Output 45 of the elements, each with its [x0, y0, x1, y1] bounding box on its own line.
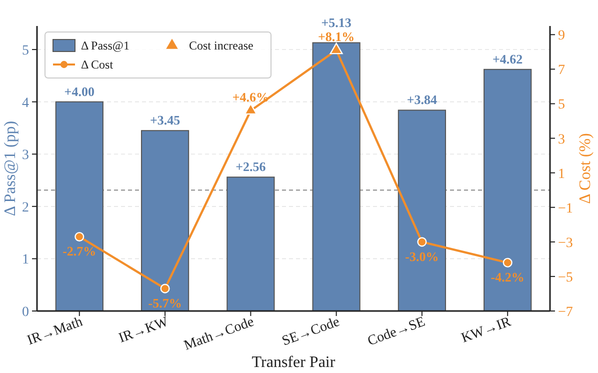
legend-label: Cost increase: [189, 38, 254, 52]
y2-axis-title: Δ Cost (%): [577, 133, 594, 204]
point: [74, 232, 84, 242]
y2-tick-label: −1: [558, 201, 573, 216]
data-label: +5.13: [321, 15, 352, 30]
y-tick-label: 0: [22, 305, 29, 320]
bar: [484, 68, 532, 312]
y-tick-label: 2: [22, 200, 29, 216]
bar: [312, 42, 360, 312]
bar: [140, 130, 190, 312]
y-tick-label: 1: [22, 252, 29, 268]
point: [160, 284, 170, 294]
y-tick-label: 5: [22, 44, 29, 59]
y2-tick-label: 9: [558, 28, 565, 44]
point: [502, 258, 512, 268]
data-label: +3.45: [150, 112, 181, 128]
point: [417, 237, 427, 247]
y2-tick-label: −3: [558, 236, 573, 251]
y-tick-label: 4: [22, 96, 29, 111]
bar: [398, 110, 446, 312]
data-label: +2.56: [236, 159, 266, 174]
y-axis-title: Δ Pass@1 (pp): [2, 120, 19, 216]
data-label: +8.1%: [318, 29, 355, 44]
bar: [226, 176, 275, 312]
data-label: +3.84: [406, 92, 438, 108]
data-label: -4.2%: [490, 270, 524, 285]
legend-label: Δ Cost: [81, 58, 114, 72]
legend-label: Δ Pass@1: [81, 38, 130, 52]
data-label: -3.0%: [405, 248, 439, 264]
data-label: +4.6%: [232, 90, 270, 105]
y2-tick-label: −5: [558, 270, 573, 286]
x-axis-title: Transfer Pair: [252, 354, 336, 371]
y2-tick-label: −7: [558, 305, 573, 320]
y-tick-label: 3: [22, 148, 29, 164]
data-label: -2.7%: [62, 244, 96, 259]
data-label: +4.62: [492, 51, 523, 66]
y2-tick-label: 3: [558, 132, 565, 148]
bar: [55, 101, 104, 312]
y2-tick-label: 1: [558, 166, 565, 182]
point: [330, 42, 343, 54]
y2-tick-label: 7: [558, 63, 565, 78]
point: [244, 103, 258, 115]
data-label: +4.00: [64, 84, 94, 99]
y2-tick-label: 5: [558, 98, 565, 113]
data-label: -5.7%: [148, 296, 182, 311]
